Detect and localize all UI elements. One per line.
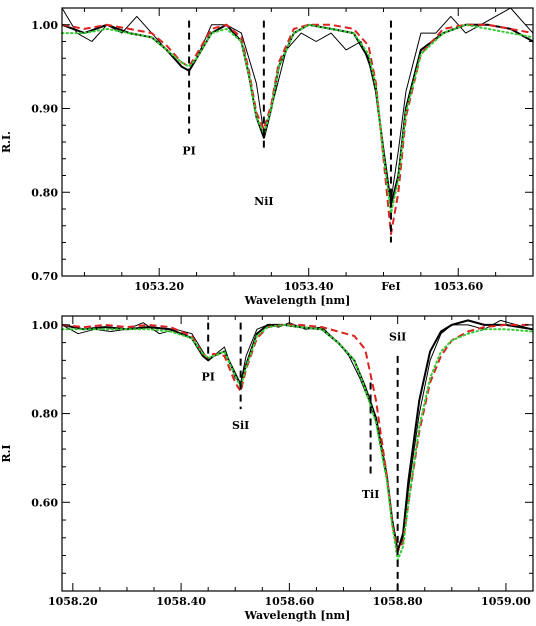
chart-panel-2: PI SiI TiI SiI 1058.20 1058.40 1058.60 1058.80 1… — [0, 315, 534, 622]
series-line-3 — [61, 23, 534, 236]
x-axis-label: Wavelength [nm] — [244, 294, 351, 307]
series-line-2 — [61, 319, 534, 553]
line-marker-label-1: PI — [201, 370, 214, 383]
plot-frame — [61, 315, 534, 592]
y-tick-label: 1.00 — [31, 319, 58, 332]
y-tick-label: 0.60 — [31, 496, 58, 509]
series-line-4 — [61, 23, 534, 215]
series-line-1 — [61, 319, 534, 552]
line-marker-label-3: TiI — [362, 488, 380, 501]
x-tick-label: 1053.20 — [134, 280, 184, 293]
y-tick-label: 0.70 — [31, 270, 58, 283]
line-marker-label-2: SiI — [232, 419, 249, 432]
x-tick-label: 1058.60 — [264, 595, 314, 608]
y-axis-label: R.I — [0, 444, 13, 462]
x-tick-label: 1053.40 — [284, 280, 334, 293]
x-axis-label: Wavelength [nm] — [244, 609, 351, 622]
plot-frame — [61, 7, 534, 277]
line-marker-label-3: FeI — [381, 280, 400, 293]
series-line-1 — [61, 7, 534, 202]
series-line-4 — [61, 323, 534, 561]
x-tick-label: 1058.80 — [373, 595, 423, 608]
series-line-3 — [61, 323, 533, 553]
y-tick-label: 0.90 — [31, 103, 58, 116]
y-tick-label: 1.00 — [31, 19, 58, 32]
x-tick-label: 1059.00 — [481, 595, 531, 608]
y-tick-label: 0.80 — [31, 408, 58, 421]
line-marker-label-2: NiI — [254, 195, 273, 208]
series-line-2 — [61, 23, 534, 206]
y-axis-label: R.I. — [0, 131, 13, 153]
line-marker-label-1: PI — [182, 145, 195, 158]
x-tick-label: 1053.60 — [433, 280, 483, 293]
y-tick-label: 0.80 — [31, 186, 58, 199]
line-marker-label-4: SiI — [389, 330, 406, 343]
x-tick-label: 1058.40 — [156, 595, 206, 608]
x-tick-label: 1058.20 — [48, 595, 98, 608]
chart-panel-1: PI NiI FeI 1053.20 1053.40 1053.60 0.70 0.80 0.9… — [0, 7, 534, 307]
